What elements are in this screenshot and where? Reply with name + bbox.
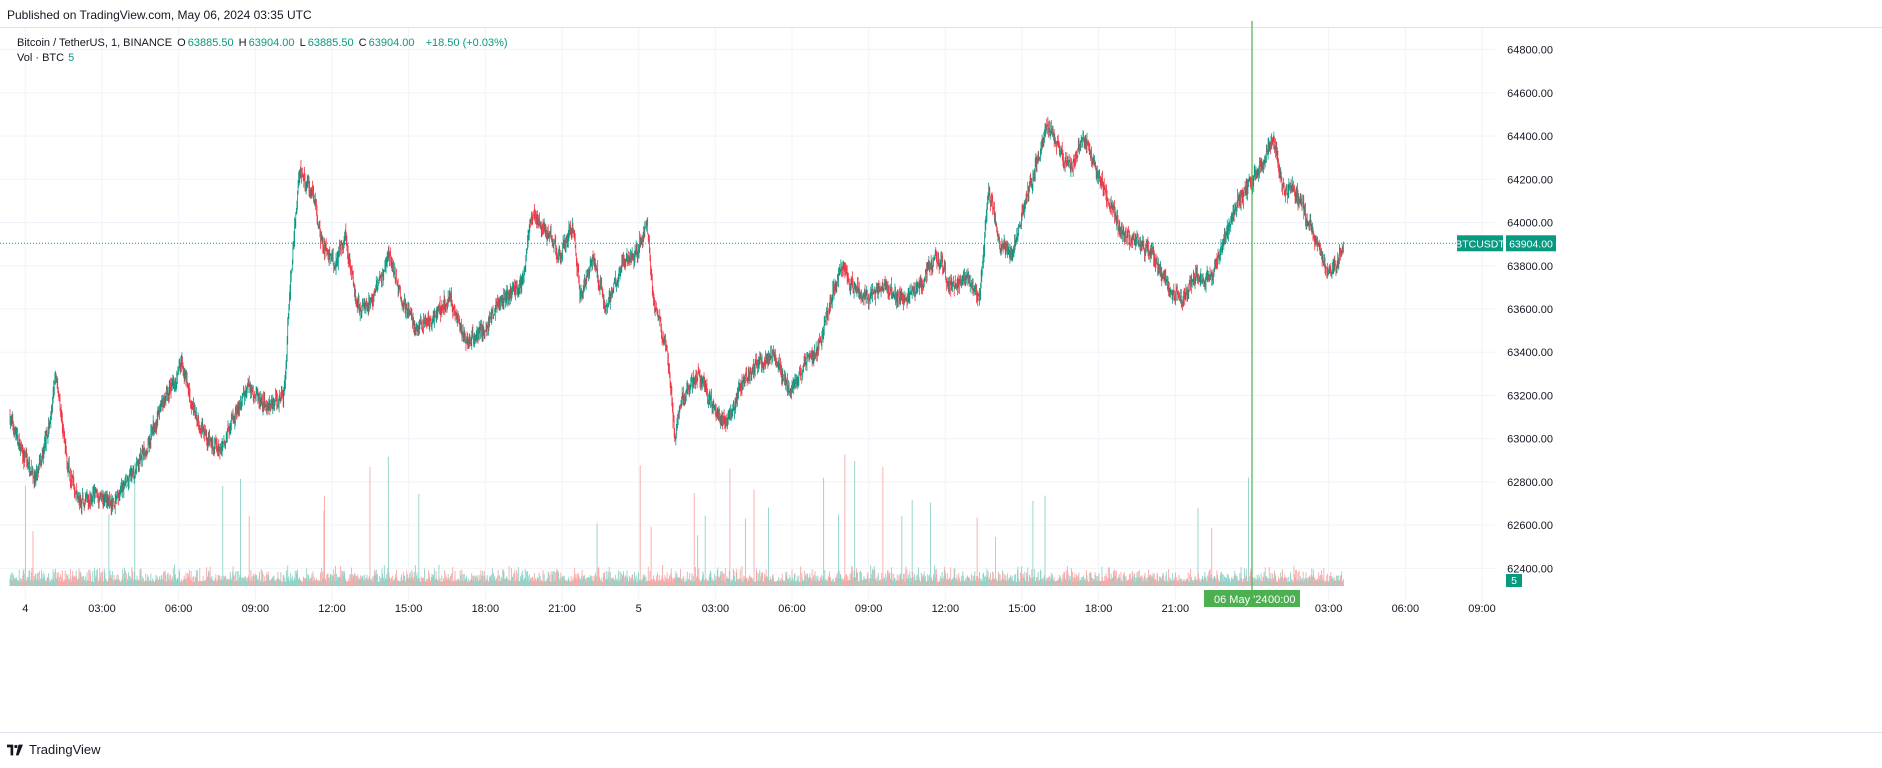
x-tick-label: 09:00 <box>855 603 883 615</box>
y-tick-label: 63800.00 <box>1507 261 1553 273</box>
crosshair-date-label: 06 May '24 <box>1214 594 1267 606</box>
volume-value: 5 <box>68 52 75 64</box>
high-label: H <box>238 37 247 49</box>
x-tick-label: 5 <box>636 603 642 615</box>
low-label: L <box>299 37 306 49</box>
published-note: Published on TradingView.com, May 06, 20… <box>7 8 312 22</box>
crosshair-time-label: 00:00 <box>1268 594 1296 606</box>
y-tick-label: 64800.00 <box>1507 45 1553 57</box>
y-tick-label: 63200.00 <box>1507 390 1553 402</box>
y-tick-label: 62800.00 <box>1507 477 1553 489</box>
y-tick-label: 64600.00 <box>1507 88 1553 100</box>
x-tick-label: 06:00 <box>1392 603 1420 615</box>
volume-badge <box>1506 574 1522 587</box>
x-tick-label: 03:00 <box>88 603 116 615</box>
change-value: +18.50 (+0.03%) <box>425 37 508 49</box>
x-tick-label: 06:00 <box>778 603 806 615</box>
x-tick-label: 15:00 <box>1008 603 1036 615</box>
open-label: O <box>177 37 186 49</box>
x-tick-label: 09:00 <box>242 603 270 615</box>
volume-legend[interactable]: Vol · BTC 5 <box>17 52 74 64</box>
x-tick-label: 4 <box>22 603 28 615</box>
x-tick-label: 03:00 <box>702 603 730 615</box>
low-value: 63885.50 <box>307 37 354 49</box>
y-tick-label: 62400.00 <box>1507 563 1553 575</box>
x-tick-label: 21:00 <box>548 603 576 615</box>
x-tick-label: 21:00 <box>1162 603 1190 615</box>
footer-brand[interactable]: TradingView <box>7 742 101 757</box>
volume-label: Vol · BTC <box>17 52 65 64</box>
close-label: C <box>358 37 367 49</box>
symbol-title[interactable]: Bitcoin / TetherUS, 1, BINANCE <box>17 37 173 49</box>
x-tick-label: 15:00 <box>395 603 423 615</box>
y-tick-label: 64000.00 <box>1507 218 1553 230</box>
open-value: 63885.50 <box>187 37 234 49</box>
x-tick-label: 09:00 <box>1468 603 1496 615</box>
x-tick-label: 06:00 <box>165 603 193 615</box>
y-tick-label: 63600.00 <box>1507 304 1553 316</box>
y-tick-label: 64400.00 <box>1507 131 1553 143</box>
x-tick-label: 18:00 <box>472 603 500 615</box>
volume-bars <box>9 454 1344 586</box>
y-tick-label: 63400.00 <box>1507 347 1553 359</box>
high-value: 63904.00 <box>248 37 295 49</box>
close-value: 63904.00 <box>368 37 415 49</box>
y-tick-label: 62600.00 <box>1507 520 1553 532</box>
crosshair-date-badge <box>1204 590 1300 607</box>
y-tick-label: 64200.00 <box>1507 174 1553 186</box>
footer-brand-label: TradingView <box>29 742 101 757</box>
symbol-legend: Bitcoin / TetherUS, 1, BINANCE O 63885.50… <box>17 35 510 51</box>
symbol-badge <box>1457 235 1503 252</box>
x-tick-label: 03:00 <box>1315 603 1343 615</box>
candles <box>9 116 1344 516</box>
price-badge-label: 63904.00 <box>1509 238 1553 250</box>
chart-frame[interactable] <box>0 27 1882 733</box>
top-bar: Published on TradingView.com, May 06, 20… <box>0 0 1882 27</box>
x-tick-label: 12:00 <box>932 603 960 615</box>
y-tick-label: 63000.00 <box>1507 434 1553 446</box>
symbol-badge-label: BTCUSDT <box>1455 238 1505 250</box>
volume-badge-label: 5 <box>1511 575 1517 587</box>
tradingview-logo-icon <box>7 744 23 755</box>
x-tick-label: 18:00 <box>1085 603 1113 615</box>
price-badge <box>1506 235 1556 252</box>
x-tick-label: 12:00 <box>318 603 346 615</box>
